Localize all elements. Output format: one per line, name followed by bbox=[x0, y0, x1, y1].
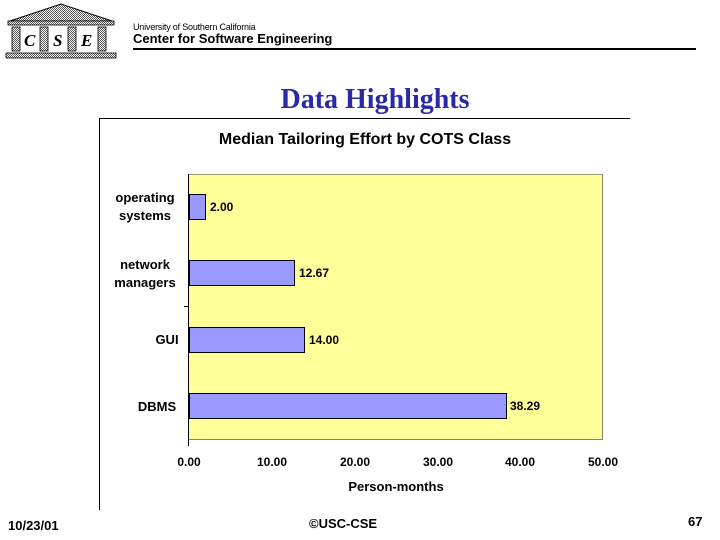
category-label-line: network bbox=[120, 257, 170, 272]
bar-dbms bbox=[189, 393, 507, 419]
cse-logo: C S E bbox=[5, 3, 117, 59]
category-label-line: operating bbox=[115, 190, 175, 205]
slide-title: Data Highlights bbox=[280, 84, 470, 115]
chart-title: Median Tailoring Effort by COTS Class bbox=[218, 131, 512, 148]
category-label-line: DBMS bbox=[137, 399, 177, 414]
org-university: University of Southern California bbox=[133, 22, 256, 32]
category-label-line: systems bbox=[118, 208, 172, 223]
x-tick-label: 40.00 bbox=[504, 455, 536, 469]
bar-network-managers bbox=[189, 260, 295, 286]
x-tick-label: 0.00 bbox=[177, 455, 201, 469]
value-label-network-managers: 12.67 bbox=[299, 266, 330, 280]
chart-frame-top bbox=[100, 118, 630, 119]
logo-letter-s: S bbox=[53, 31, 62, 50]
category-label-network-managers: network managers bbox=[100, 256, 190, 292]
category-label-line: GUI bbox=[155, 332, 179, 347]
bar-gui bbox=[189, 327, 305, 353]
footer-copyright: ©USC-CSE bbox=[309, 516, 378, 531]
category-label-dbms: DBMS bbox=[112, 398, 202, 416]
logo-letter-e: E bbox=[80, 31, 92, 50]
category-label-line: managers bbox=[114, 275, 176, 290]
y-axis-line bbox=[188, 174, 189, 446]
x-tick-label: 50.00 bbox=[587, 455, 619, 469]
x-tick-label: 10.00 bbox=[256, 455, 288, 469]
category-label-gui: GUI bbox=[122, 331, 212, 349]
x-tick-label: 20.00 bbox=[339, 455, 371, 469]
category-label-operating-systems: operating systems bbox=[100, 189, 190, 225]
footer-date: 10/23/01 bbox=[8, 518, 59, 533]
header-divider bbox=[133, 48, 696, 50]
y-axis-tick bbox=[184, 306, 189, 307]
value-label-gui: 14.00 bbox=[309, 333, 340, 347]
x-axis-title: Person-months bbox=[348, 479, 444, 494]
bar-operating-systems bbox=[189, 194, 206, 220]
value-label-operating-systems: 2.00 bbox=[210, 200, 234, 214]
value-label-dbms: 38.29 bbox=[510, 399, 541, 413]
chart-frame-left bbox=[99, 118, 100, 510]
org-center: Center for Software Engineering bbox=[133, 31, 333, 46]
x-tick-label: 30.00 bbox=[422, 455, 454, 469]
page-number: 67 bbox=[688, 514, 703, 529]
logo-letter-c: C bbox=[24, 31, 36, 50]
